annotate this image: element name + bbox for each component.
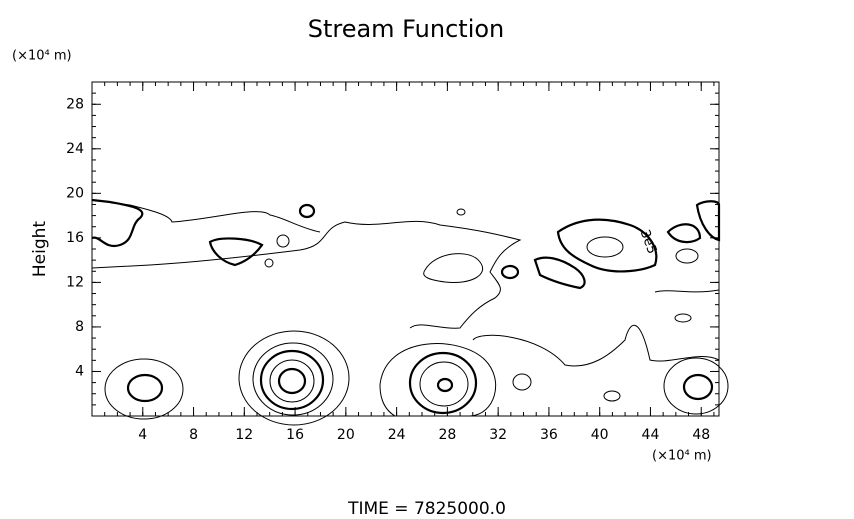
x-tick-label: 4 [138, 427, 147, 443]
x-tick-label: 48 [692, 427, 710, 443]
y-tick-label: 16 [66, 230, 84, 246]
y-tick-label: 28 [66, 96, 84, 112]
x-tick-label: 8 [189, 427, 198, 443]
x-tick-label: 16 [286, 427, 304, 443]
y-tick-label: 4 [75, 363, 84, 379]
x-tick-label: 28 [438, 427, 456, 443]
chart-title: Stream Function [308, 15, 505, 43]
x-tick-label: 44 [642, 427, 660, 443]
x-tick-label: 20 [337, 427, 355, 443]
x-tick-label: 36 [540, 427, 558, 443]
y-tick-label: 12 [66, 274, 84, 290]
contour-label: 3e5 [637, 228, 659, 256]
x-tick-label: 32 [489, 427, 507, 443]
footer: TIME = 7825000.0 [347, 499, 506, 519]
y-tick-label: 8 [75, 319, 84, 335]
x-unit: (×10⁴ m) [652, 449, 712, 464]
y-tick-label: 24 [66, 141, 84, 157]
plot-frame [91, 81, 720, 417]
x-tick-label: 12 [235, 427, 253, 443]
y-axis-label: Height [30, 221, 50, 278]
y-tick-label: 20 [66, 185, 84, 201]
x-tick-label: 24 [388, 427, 406, 443]
contours [91, 198, 729, 426]
y-unit: (×10⁴ m) [12, 49, 72, 64]
x-tick-label: 40 [591, 427, 609, 443]
